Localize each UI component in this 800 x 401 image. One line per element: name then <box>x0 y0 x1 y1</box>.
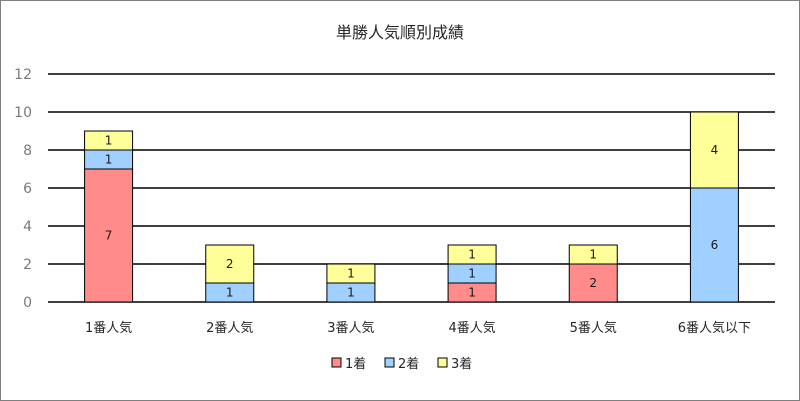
data-label: 1 <box>105 134 113 148</box>
bar-segment <box>689 187 739 303</box>
gridlines <box>48 73 775 303</box>
x-axis-categories: 1番人気 2番人気 3番人気 4番人気 5番人気 6番人気以下 <box>85 320 751 336</box>
data-label: 1 <box>105 153 113 167</box>
bar-segment <box>689 111 739 189</box>
y-tick-label: 12 <box>14 67 32 83</box>
bar-segment <box>205 244 255 284</box>
legend-label: 1着 <box>345 356 366 372</box>
bar-segment <box>568 244 618 265</box>
bars <box>84 111 739 303</box>
legend-label: 3着 <box>451 356 472 372</box>
legend: 1着 2着 3着 <box>331 356 472 372</box>
data-label: 1 <box>468 248 476 262</box>
legend-swatch <box>331 357 342 368</box>
y-tick-label: 2 <box>23 257 32 273</box>
data-label: 6 <box>711 238 719 252</box>
legend-label: 2着 <box>398 356 419 372</box>
data-labels: 7 1 1 1 2 1 1 1 1 1 2 1 6 4 <box>105 134 718 300</box>
y-tick-label: 0 <box>23 295 32 311</box>
bar-segment <box>447 244 497 265</box>
data-label: 1 <box>347 286 355 300</box>
y-tick-label: 8 <box>23 143 32 159</box>
data-label: 2 <box>589 276 597 290</box>
x-tick-label: 3番人気 <box>327 320 374 336</box>
bar-segment <box>84 130 134 151</box>
data-label: 1 <box>226 286 234 300</box>
legend-swatch <box>437 357 448 368</box>
x-tick-label: 5番人気 <box>570 320 617 336</box>
data-label: 7 <box>105 229 113 243</box>
data-label: 2 <box>226 257 234 271</box>
bar-segment <box>84 168 134 303</box>
data-label: 4 <box>711 143 719 157</box>
x-tick-label: 1番人気 <box>85 320 132 336</box>
data-label: 1 <box>347 267 355 281</box>
y-tick-label: 10 <box>14 105 32 121</box>
data-label: 1 <box>468 286 476 300</box>
chart-title: 単勝人気順別成績 <box>336 23 464 42</box>
x-tick-label: 2番人気 <box>206 320 253 336</box>
x-tick-label: 4番人気 <box>448 320 495 336</box>
y-tick-label: 6 <box>23 181 32 197</box>
legend-swatch <box>384 357 395 368</box>
bar-segment <box>326 263 376 284</box>
y-axis-ticks: 0 2 4 6 8 10 12 <box>14 67 32 311</box>
y-tick-label: 4 <box>23 219 32 235</box>
bar-segment <box>568 263 618 303</box>
x-tick-label: 6番人気以下 <box>678 320 751 336</box>
data-label: 1 <box>589 248 597 262</box>
data-label: 1 <box>468 267 476 281</box>
